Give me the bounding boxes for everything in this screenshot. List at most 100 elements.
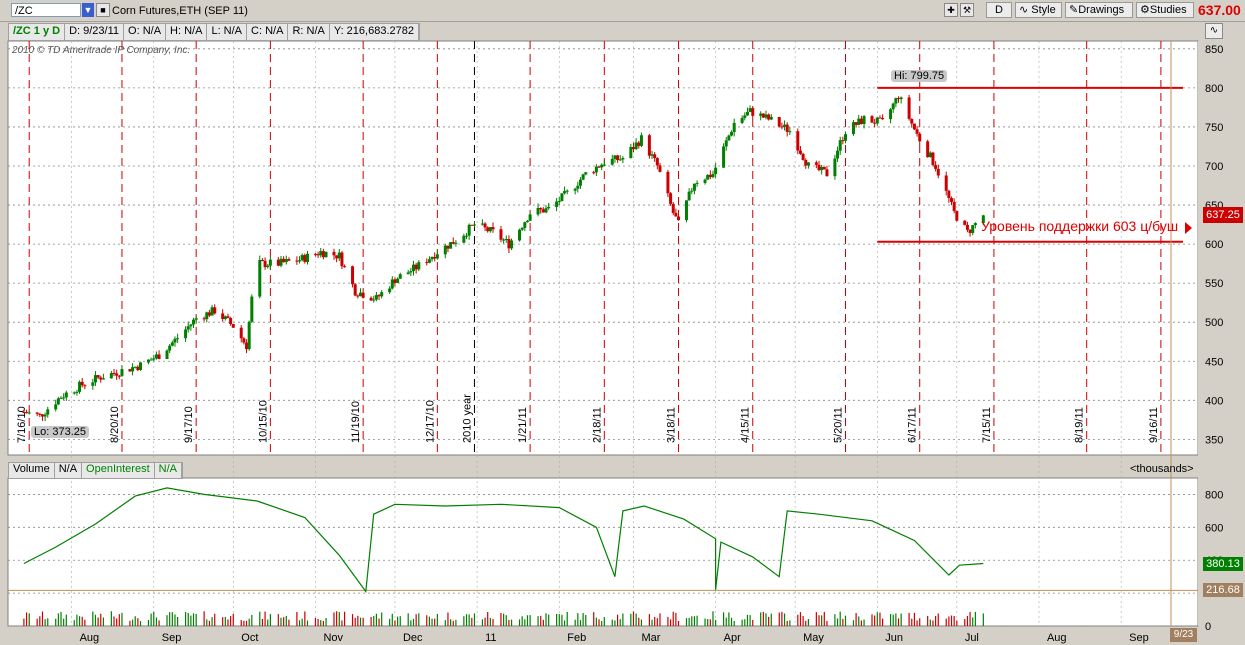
month-label: Aug [1047,632,1067,644]
candle-body [724,140,728,147]
price-panel [7,40,1199,456]
candle-body [899,97,903,100]
candle-body [730,131,734,136]
period-marker-label: 10/15/10 [257,400,269,443]
candle-body [194,318,198,320]
candle-body [881,117,885,120]
candle-body [486,227,490,232]
candle-body [250,296,254,322]
symbol-input[interactable]: /ZC [11,3,81,17]
candle-body [687,191,691,201]
candle-body [703,179,707,183]
candle-body [239,327,243,339]
period-marker-label: 8/20/10 [109,406,121,443]
candle-body [690,190,694,192]
candle-body [380,292,384,297]
price-tick-label: 500 [1205,317,1223,329]
candle-body [955,210,959,221]
drawings-button[interactable]: ✎Drawings [1065,2,1133,18]
candle-body [785,124,789,132]
style-button[interactable]: ∿ Style [1015,2,1062,18]
volume-panel [7,477,1199,627]
candle-body [263,260,267,268]
candle-body [184,329,188,339]
candle-body [101,378,105,380]
candle-body [390,279,394,289]
price-tick-label: 450 [1205,356,1223,368]
candle-body [732,122,736,132]
candle-body [472,224,476,226]
candle-body [677,216,681,221]
candle-body [303,255,307,262]
chart-symbol[interactable]: /ZC 1 y D [9,24,66,40]
month-label: Aug [80,632,100,644]
candle-body [714,167,718,175]
candle-body [806,162,810,166]
candle-body [973,223,977,226]
candle-body [133,366,137,368]
candle-body [671,203,675,213]
link-icon[interactable]: ■ [96,3,110,17]
candle-body [205,312,209,320]
candle-body [708,174,712,178]
candle-body [801,153,805,160]
candle-body [22,412,26,414]
candle-body [836,150,840,159]
candle-body [483,223,487,228]
candle-body [64,392,68,398]
candle-body [851,122,855,135]
candle-body [189,324,193,327]
candle-body [358,292,362,297]
candle-body [446,245,450,249]
price-tick-label: 800 [1205,83,1223,95]
crosshair-icon[interactable]: ✚ [944,3,958,17]
studies-button[interactable]: ⚙Studies [1136,2,1194,18]
chart-settings-icon[interactable]: ∿ [1205,23,1223,39]
candle-body [894,98,898,104]
price-tick-label: 350 [1205,434,1223,446]
candle-body [165,350,169,359]
candle-body [971,225,975,233]
candle-body [176,338,180,340]
candle-body [695,182,699,184]
candle-body [170,342,174,346]
arrow-right-icon [1185,222,1192,234]
price-tick-label: 750 [1205,122,1223,134]
toolbar: /ZC ▼ ■ Corn Futures,ETH (SEP 11) ✚ ⚒ D … [0,0,1245,22]
candle-body [131,367,135,372]
candle-body [412,264,416,272]
candle-body [374,295,378,300]
candle-body [576,185,580,189]
candle-body [767,114,771,120]
candle-body [337,252,341,259]
period-marker-label: 5/20/11 [833,407,845,443]
candle-body [223,316,227,320]
candle-body [862,116,866,125]
period-marker-label: 11/19/10 [350,401,362,443]
units-label: <thousands> [1130,463,1194,475]
openinterest-label[interactable]: OpenInterest [82,463,155,478]
candle-body [305,253,309,262]
volume-price-label: 216.68 [1203,583,1243,597]
candle-body [149,359,153,361]
volume-label[interactable]: Volume [9,463,55,478]
symbol-dropdown-icon[interactable]: ▼ [82,3,94,17]
candle-body [480,223,484,225]
oi-tick-label: 800 [1205,489,1223,501]
volume-series [23,611,984,626]
candle-body [525,220,529,223]
period-marker-label: 4/15/11 [740,407,752,443]
month-label: 11 [485,632,496,644]
candle-body [258,259,262,297]
candle-body [600,164,604,168]
candle-body [897,98,901,100]
tools-icon[interactable]: ⚒ [960,3,974,17]
price-axis [1198,41,1245,626]
candle-body [727,135,731,141]
aggregation-button[interactable]: D [986,2,1012,18]
candle-body [637,142,641,146]
candle-body [584,172,588,175]
candle-body [910,118,914,124]
candle-body [618,159,622,161]
